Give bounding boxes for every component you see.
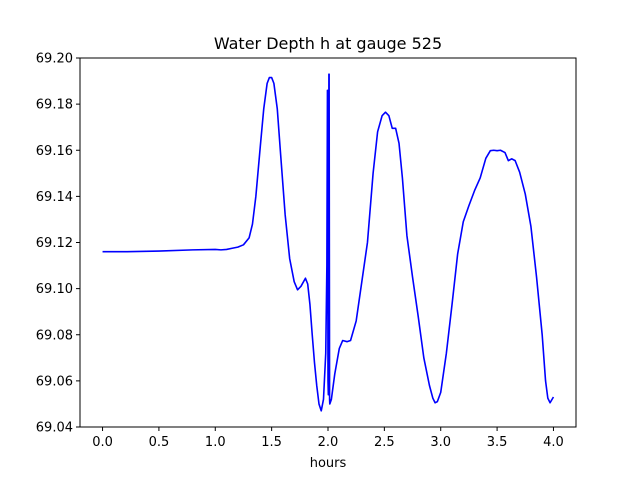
x-tick-label: 3.5 (487, 435, 508, 450)
x-tick-label: 4.0 (543, 435, 564, 450)
y-tick-label: 69.12 (36, 236, 73, 251)
x-tick-label: 3.0 (430, 435, 451, 450)
y-tick-label: 69.18 (36, 98, 73, 113)
x-axis-ticks: 0.0 0.5 1.0 1.5 2.0 2.5 3.0 3.5 4.0 (92, 427, 564, 450)
plot-area (102, 73, 555, 412)
y-tick-label: 69.04 (36, 421, 73, 436)
y-tick-label: 69.20 (36, 52, 73, 67)
series-line (102, 73, 555, 412)
x-tick-label: 2.5 (374, 435, 395, 450)
y-tick-label: 69.14 (36, 190, 73, 205)
x-tick-label: 0.5 (149, 435, 170, 450)
x-tick-label: 1.0 (205, 435, 226, 450)
y-axis-ticks: 69.04 69.06 69.08 69.10 69.12 69.14 69.16 69.18… (36, 52, 80, 436)
y-tick-label: 69.06 (36, 374, 73, 389)
x-axis-label: hours (310, 456, 347, 471)
plot-frame (79, 57, 577, 428)
y-tick-label: 69.16 (36, 144, 73, 159)
chart-title: Water Depth h at gauge 525 (214, 34, 442, 53)
x-tick-label: 1.5 (261, 435, 282, 450)
y-tick-label: 69.10 (36, 282, 73, 297)
x-tick-label: 0.0 (92, 435, 113, 450)
x-tick-label: 2.0 (318, 435, 339, 450)
y-tick-label: 69.08 (36, 328, 73, 343)
